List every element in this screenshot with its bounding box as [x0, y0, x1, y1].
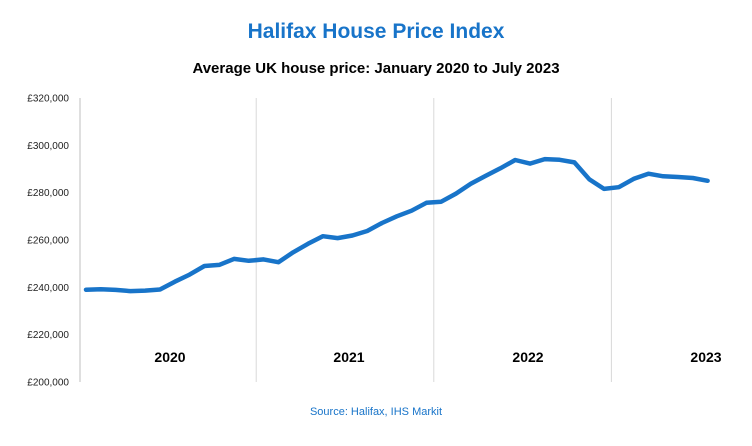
- year-label: 2020: [154, 349, 185, 365]
- y-tick-label: £240,000: [27, 283, 69, 294]
- y-tick-label: £300,000: [27, 141, 69, 152]
- y-tick-label: £220,000: [27, 330, 69, 341]
- chart-subtitle: Average UK house price: January 2020 to …: [192, 60, 560, 77]
- source-note: Source: Halifax, IHS Markit: [309, 406, 443, 418]
- year-label: 2022: [512, 349, 543, 365]
- y-tick-label: £200,000: [27, 378, 69, 389]
- year-label: 2021: [333, 349, 364, 365]
- y-tick-label: £320,000: [27, 94, 69, 105]
- y-tick-label: £260,000: [27, 236, 69, 247]
- chart-title: Halifax House Price Index: [247, 20, 505, 43]
- price-line: [83, 156, 710, 294]
- year-label: 2023: [690, 349, 721, 365]
- y-tick-label: £280,000: [27, 188, 69, 199]
